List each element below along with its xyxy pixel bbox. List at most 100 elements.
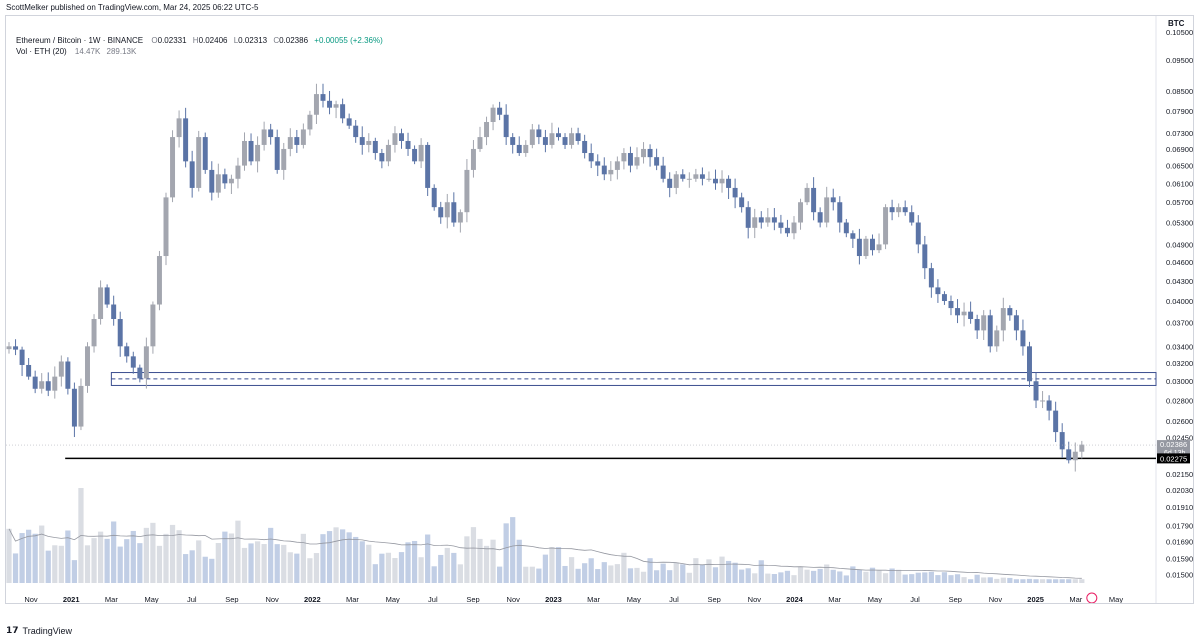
price-tick-label: 0.09500 [1166, 56, 1193, 65]
candle-body [817, 212, 823, 223]
legend-high-label: H [192, 36, 199, 45]
price-axis-panel[interactable] [1156, 16, 1194, 604]
volume-bar [294, 553, 300, 583]
candle-body [202, 137, 208, 170]
volume-bar [183, 554, 189, 583]
candle-body [19, 349, 25, 365]
time-tick-label: May [627, 595, 641, 604]
volume-bar [287, 552, 293, 583]
time-tick-label: Jul [428, 595, 438, 604]
candle-body [170, 137, 176, 198]
volume-bar [196, 540, 202, 583]
candle-body [418, 144, 424, 162]
candle-body [726, 178, 732, 188]
candle-body [673, 174, 679, 188]
candle-body [752, 217, 758, 228]
volume-bar [392, 558, 398, 583]
volume-bar [6, 528, 12, 583]
candle-body [438, 207, 444, 218]
candle-body [641, 148, 647, 158]
candle-body [242, 140, 247, 166]
volume-bar [621, 552, 627, 583]
volume-bar [608, 565, 614, 583]
volume-bar [84, 545, 91, 583]
price-tick-label: 0.04000 [1166, 297, 1193, 306]
volume-bar [876, 570, 882, 583]
last-price-label: 0.02386 [1160, 440, 1187, 449]
volume-bar [810, 570, 817, 583]
candle-body [359, 137, 365, 145]
candle-body [1013, 315, 1019, 331]
candle-body [889, 207, 895, 213]
price-tick-label: 0.01590 [1166, 554, 1193, 563]
legend-close: 0.02386 [279, 36, 309, 45]
chart-pane[interactable]: BTC 0.10500 0.09500 0.08500 0.07900 0.07300 0.… [5, 15, 1194, 604]
candle-body [235, 165, 241, 179]
candle-body [477, 137, 483, 149]
volume-bar [928, 571, 934, 583]
candle-body [850, 233, 856, 239]
candle-body [189, 161, 195, 188]
candle-body [176, 118, 182, 138]
volume-bar [411, 540, 418, 583]
candle-body [261, 129, 267, 145]
legend-open-label: O [151, 36, 158, 45]
candle-body [869, 238, 875, 251]
price-tick-label: 0.01790 [1166, 521, 1193, 530]
volume-bar [333, 527, 339, 583]
time-tick-label: 2024 [786, 595, 804, 604]
volume-bar [1066, 579, 1072, 583]
time-tick-label: Mar [1069, 595, 1082, 604]
volume-bar [680, 564, 686, 583]
volume-bar [1013, 579, 1020, 583]
candle-body [935, 287, 941, 295]
candle-body [693, 174, 699, 179]
candle-body [556, 133, 561, 138]
price-tick-label: 0.06900 [1166, 145, 1193, 154]
volume-bar [778, 572, 784, 583]
volume-bar [169, 524, 176, 583]
candle-body [1072, 451, 1078, 461]
volume-bar [889, 568, 895, 583]
volume-bar [1020, 579, 1026, 583]
candle-body [484, 122, 490, 138]
candle-body [660, 165, 666, 179]
volume-bar [915, 572, 921, 583]
volume-bar [987, 577, 993, 583]
volume-bar [739, 569, 745, 583]
candle-body [490, 107, 496, 123]
volume-bar [974, 574, 980, 583]
legend-volume-label[interactable]: Vol · ETH (20) [16, 47, 67, 56]
candle-body [98, 287, 104, 320]
legend-low: 0.02313 [238, 36, 268, 45]
volume-bar [562, 565, 568, 583]
volume-bar [582, 563, 588, 583]
volume-bar [824, 564, 830, 583]
candle-body [392, 133, 398, 145]
volume-bar [12, 553, 19, 583]
volume-bar [850, 566, 856, 583]
candle-body [327, 100, 333, 108]
volume-bar [673, 562, 679, 583]
volume-bar [235, 520, 241, 583]
events-icon[interactable] [1086, 592, 1098, 603]
volume-bar [961, 577, 967, 583]
volume-bar [568, 557, 575, 583]
volume-bar [758, 560, 764, 583]
volume-bar [281, 544, 287, 583]
legend-symbol[interactable]: Ethereum / Bitcoin · 1W · BINANCE [16, 36, 144, 45]
volume-bar [189, 550, 195, 583]
candle-body [876, 244, 882, 251]
candle-body [268, 129, 274, 138]
candle-body [32, 376, 38, 389]
volume-bar [222, 531, 228, 583]
volume-bar [307, 558, 313, 583]
time-tick-label: May [868, 595, 882, 604]
candle-body [981, 315, 987, 331]
price-tick-label: 0.02150 [1166, 470, 1193, 479]
volume-bar [516, 539, 522, 583]
volume-bar [954, 574, 961, 583]
volume-bar [555, 547, 562, 583]
candle-body [333, 104, 339, 108]
